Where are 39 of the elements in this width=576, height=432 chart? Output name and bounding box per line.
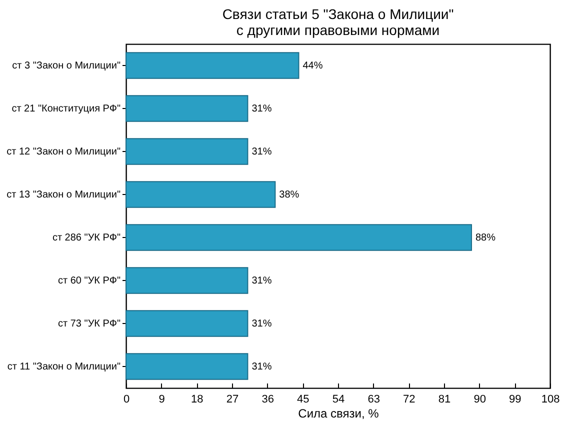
bar [126,267,248,294]
x-tick-label: 72 [403,394,416,406]
x-axis-title: Сила связи, % [298,406,380,420]
bar [126,353,248,380]
bar [126,181,276,208]
y-tick-label: ст 3 "Закон о Милиции" [12,60,121,72]
y-tick-label: ст 286 "УК РФ" [52,232,121,244]
x-tick-label: 9 [158,394,165,406]
x-tick-label: 0 [123,394,130,406]
bar [126,310,248,337]
y-tick-label: ст 12 "Закон о Милиции" [6,146,121,158]
x-tick-label: 18 [191,394,204,406]
x-tick-label: 54 [332,394,345,406]
x-tick-label: 90 [474,394,486,406]
x-tick-label: 27 [226,394,239,406]
data-label: 31% [252,318,272,330]
x-tick-label: 108 [541,394,560,406]
x-tick-label: 63 [368,394,380,406]
data-label: 38% [279,190,300,200]
chart-title: Связи статьи 5 "Закона о Милиции" с другими правовыми нормами [222,6,454,38]
bar [126,224,472,251]
bar [126,52,300,79]
bar [126,95,248,122]
data-label: 88% [475,232,496,244]
x-tick-label: 36 [262,394,274,406]
data-label: 31% [252,276,272,286]
y-tick-label: ст 13 "Закон о Милиции" [6,190,121,200]
x-tick-label: 81 [438,394,451,406]
y-tick-label: ст 60 "УК РФ" [58,276,121,286]
data-label: 44% [302,60,323,72]
y-tick-label: ст 21 "Конституция РФ" [12,104,121,114]
bar [126,138,248,165]
x-tick-label: 45 [297,394,310,406]
data-label: 31% [252,104,272,114]
y-tick-label: ст 73 "УК РФ" [58,318,121,330]
data-label: 31% [252,146,272,158]
x-tick-label: 99 [509,394,522,406]
data-label: 31% [252,362,272,372]
y-tick-label: ст 11 "Закон о Милиции" [7,362,121,372]
